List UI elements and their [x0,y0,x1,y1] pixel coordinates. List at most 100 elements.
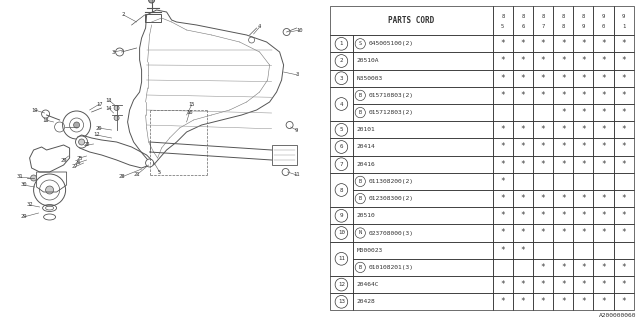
Bar [614,207,634,224]
Text: 5: 5 [501,24,504,29]
Text: *: * [541,125,545,134]
Text: *: * [581,57,586,66]
Text: S: S [358,41,362,46]
Text: *: * [500,74,505,83]
Bar [353,276,493,293]
Text: *: * [541,194,545,203]
Bar [553,207,573,224]
Text: 10: 10 [296,28,303,33]
Bar [353,293,493,310]
Bar [553,70,573,87]
Bar [493,242,513,259]
Circle shape [31,175,36,181]
Text: *: * [621,160,626,169]
Text: *: * [581,228,586,237]
Bar [593,242,614,259]
Bar [513,121,533,138]
Text: *: * [500,211,505,220]
Bar [573,224,593,242]
Bar [553,121,573,138]
Bar [353,156,493,173]
Text: 8: 8 [521,14,525,19]
Text: *: * [500,177,505,186]
Text: 32: 32 [26,203,33,207]
Text: *: * [500,57,505,66]
Text: 11: 11 [293,172,300,178]
Bar [330,70,353,87]
Text: *: * [561,74,566,83]
Bar [593,276,614,293]
Bar [493,104,513,121]
Text: 8: 8 [340,188,343,193]
Bar [553,224,573,242]
Text: *: * [520,142,525,151]
Bar [493,207,513,224]
Text: *: * [520,228,525,237]
Text: 9: 9 [622,14,625,19]
Bar [533,121,553,138]
Text: *: * [561,211,566,220]
Bar [573,104,593,121]
Text: *: * [621,297,626,306]
Text: 9: 9 [582,24,585,29]
Text: PARTS CORD: PARTS CORD [388,16,434,25]
Text: *: * [520,125,525,134]
Bar [493,70,513,87]
Bar [533,173,553,190]
Text: *: * [581,91,586,100]
Text: 22: 22 [83,142,90,148]
Text: *: * [601,280,606,289]
Text: 30: 30 [20,182,27,188]
Bar [493,6,513,35]
Bar [513,52,533,70]
Bar [330,52,353,70]
Bar [573,173,593,190]
Bar [553,276,573,293]
Bar [553,35,573,52]
Text: 17: 17 [97,101,103,107]
Bar [573,190,593,207]
Bar [573,87,593,104]
Text: *: * [541,57,545,66]
Bar [513,242,533,259]
Bar [353,121,493,138]
Text: 3: 3 [112,50,115,54]
Text: A200000060: A200000060 [599,313,637,318]
Bar [493,87,513,104]
Bar [593,138,614,156]
Bar [593,259,614,276]
Text: *: * [601,39,606,48]
Bar [513,190,533,207]
Text: *: * [500,228,505,237]
Bar [614,138,634,156]
Bar [330,87,353,121]
Bar [330,121,353,138]
Text: *: * [500,91,505,100]
Text: *: * [601,160,606,169]
Bar [593,35,614,52]
Bar [493,156,513,173]
Bar [614,242,634,259]
Text: B: B [358,196,362,201]
Bar [593,190,614,207]
Text: *: * [561,91,566,100]
Bar [533,276,553,293]
Text: 2: 2 [122,12,125,18]
Bar [493,35,513,52]
Text: 20416: 20416 [356,162,375,167]
Text: 012308300(2): 012308300(2) [369,196,413,201]
Text: *: * [520,91,525,100]
Bar [614,70,634,87]
Bar [533,224,553,242]
Bar [553,87,573,104]
Text: *: * [520,211,525,220]
Bar [533,293,553,310]
Bar [330,293,353,310]
Bar [353,70,493,87]
Text: 29: 29 [60,157,67,163]
Bar [533,156,553,173]
Text: 20101: 20101 [356,127,375,132]
Text: *: * [621,228,626,237]
Bar [353,104,493,121]
Bar [553,104,573,121]
